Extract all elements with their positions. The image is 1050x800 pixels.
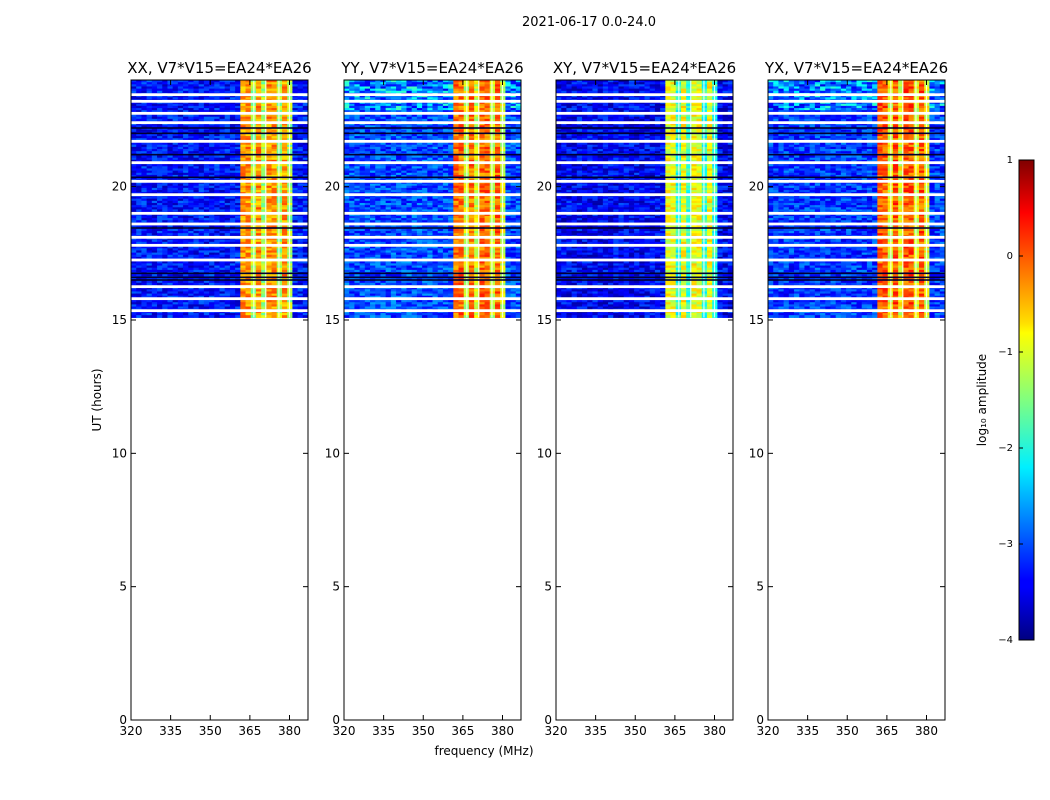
panel-1-ytick-label: 0 — [332, 713, 340, 727]
panel-1-title: YY, V7*V15=EA24*EA26 — [340, 59, 523, 77]
panel-0-heatmap — [131, 80, 308, 318]
colorbar-tick-label: −2 — [998, 443, 1013, 454]
x-axis-label: frequency (MHz) — [434, 744, 533, 758]
panel-2-frame — [555, 79, 734, 721]
panel-1: YY, V7*V15=EA24*EA26 320 335 350 365 380 0 5 10 1… — [325, 59, 524, 738]
panel-1-heatmap — [344, 80, 521, 318]
colorbar-tick-label: 0 — [1007, 251, 1013, 262]
panel-2-xtick-label: 350 — [624, 724, 647, 738]
panel-0-frame — [130, 79, 309, 721]
panel-2: XY, V7*V15=EA24*EA26 320 335 350 365 380 0 5 10 1… — [537, 59, 736, 738]
colorbar-label: log₁₀ amplitude — [975, 354, 989, 446]
panel-0-ytick-label: 20 — [112, 180, 127, 194]
colorbar-gradient — [1018, 159, 1035, 641]
panel-1-xtick-label: 380 — [491, 724, 514, 738]
panel-2-ytick-label: 20 — [537, 180, 552, 194]
panel-1-xtick-label: 365 — [451, 724, 474, 738]
colorbar-tick-label: −4 — [998, 635, 1013, 646]
panel-0: XX, V7*V15=EA24*EA26 320 335 350 365 380 0 5 10 1… — [112, 59, 312, 738]
panel-3-ytick-label: 15 — [749, 313, 764, 327]
figure-suptitle: 2021-06-17 0.0-24.0 — [522, 15, 656, 30]
panel-1-xtick-label: 335 — [372, 724, 395, 738]
panel-0-ytick-label: 5 — [119, 580, 127, 594]
panel-0-xtick-label: 320 — [120, 724, 143, 738]
panel-1-xtick-label: 350 — [412, 724, 435, 738]
panel-0-xtick-label: 365 — [238, 724, 261, 738]
panel-3-ytick-label: 5 — [756, 580, 764, 594]
panel-0-ytick-label: 10 — [112, 446, 127, 460]
panel-2-xtick-label: 320 — [545, 724, 568, 738]
panel-0-xtick-label: 380 — [278, 724, 301, 738]
y-axis-label: UT (hours) — [90, 368, 104, 431]
panel-2-xtick-label: 365 — [663, 724, 686, 738]
panel-0-xtick-label: 335 — [159, 724, 182, 738]
panel-1-ytick-label: 5 — [332, 580, 340, 594]
panel-2-title: XY, V7*V15=EA24*EA26 — [553, 59, 736, 77]
panel-0-ytick-label: 15 — [112, 313, 127, 327]
colorbar-tick-label: −1 — [998, 347, 1013, 358]
panel-1-xtick-label: 320 — [333, 724, 356, 738]
panel-3-xtick-label: 380 — [915, 724, 938, 738]
panel-2-ytick-label: 0 — [544, 713, 552, 727]
panel-3-xtick-label: 335 — [796, 724, 819, 738]
panel-2-xtick-label: 380 — [703, 724, 726, 738]
panel-0-ytick-label: 0 — [119, 713, 127, 727]
colorbar-tick-label: 1 — [1007, 155, 1013, 166]
panel-3-title: YX, V7*V15=EA24*EA26 — [764, 59, 948, 77]
colorbar-tick-label: −3 — [998, 539, 1013, 550]
panel-1-ytick-label: 15 — [325, 313, 340, 327]
panel-0-title: XX, V7*V15=EA24*EA26 — [127, 59, 311, 77]
panel-3-ytick-label: 20 — [749, 180, 764, 194]
panel-3-ytick-label: 10 — [749, 446, 764, 460]
panel-3-xtick-label: 320 — [757, 724, 780, 738]
panel-2-heatmap — [556, 80, 733, 318]
panel-3-heatmap — [768, 80, 945, 318]
panel-1-frame — [343, 79, 522, 721]
panel-2-ytick-label: 15 — [537, 313, 552, 327]
panel-1-ytick-label: 20 — [325, 180, 340, 194]
colorbar: 1 0 −1 −2 −3 −4 log₁₀ amplitude — [975, 155, 1035, 646]
colorbar-ticks: 1 0 −1 −2 −3 −4 — [998, 155, 1023, 646]
panel-2-ytick-label: 10 — [537, 446, 552, 460]
panels-group: XX, V7*V15=EA24*EA26 320 335 350 365 380 0 5 10 1… — [112, 59, 948, 738]
panel-3-xtick-label: 365 — [875, 724, 898, 738]
panel-2-ytick-label: 5 — [544, 580, 552, 594]
panel-0-xtick-label: 350 — [199, 724, 222, 738]
panel-1-ytick-label: 10 — [325, 446, 340, 460]
panel-3-frame — [767, 79, 946, 721]
panel-3: YX, V7*V15=EA24*EA26 320 335 350 365 380 0 5 10 1… — [749, 59, 948, 738]
panel-3-xtick-label: 350 — [836, 724, 859, 738]
panel-3-ytick-label: 0 — [756, 713, 764, 727]
panel-2-xtick-label: 335 — [584, 724, 607, 738]
